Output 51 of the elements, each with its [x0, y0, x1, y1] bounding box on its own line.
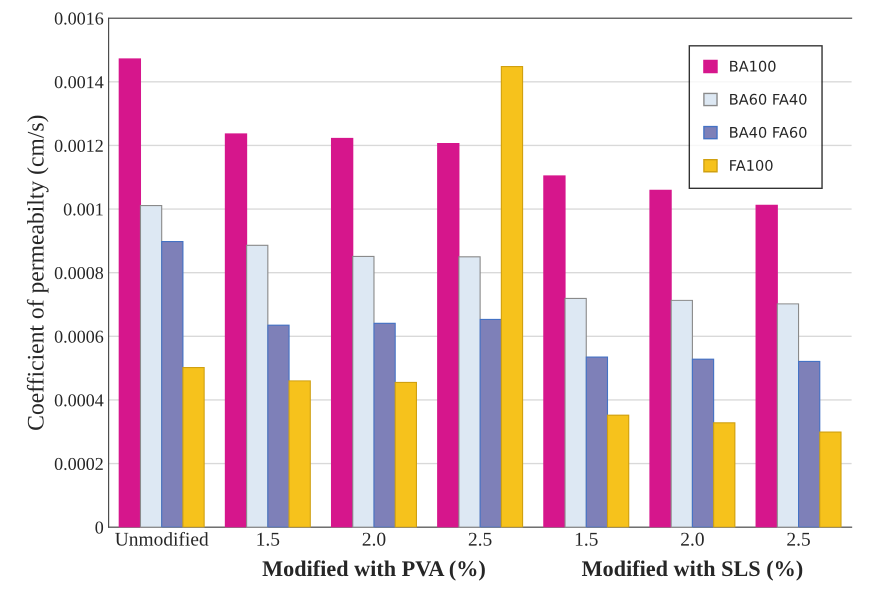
y-tick-label: 0.0004: [54, 394, 104, 406]
x-tick-label: 1.5: [257, 532, 280, 546]
bar: [267, 324, 290, 528]
bar: [480, 318, 502, 528]
x-tick-label: 2.0: [681, 532, 704, 546]
y-tick-label: 0.0002: [54, 458, 103, 470]
bar: [373, 322, 396, 528]
bar: [182, 366, 205, 528]
bar: [543, 175, 566, 528]
y-tick-label: 0.0012: [54, 140, 103, 152]
y-axis-title: Coefficient of permeabilty (cm/s): [26, 116, 49, 430]
x-tick-label: Unmodified: [115, 532, 208, 546]
bar: [458, 256, 481, 528]
x-tick-label: 2.0: [362, 532, 386, 546]
legend-label: BA60 FA40: [730, 94, 806, 105]
bar: [140, 205, 162, 528]
legend-label: FA100: [730, 160, 773, 171]
bar: [819, 432, 842, 528]
bar: [798, 360, 820, 528]
bar: [161, 240, 184, 528]
y-tick-label: 0.0006: [54, 330, 104, 343]
y-tick-label: 0.001: [64, 203, 103, 216]
y-tick-label: 0.0014: [54, 76, 104, 88]
bar: [437, 142, 460, 528]
bar: [394, 382, 417, 528]
x-tick-label: 1.5: [576, 532, 598, 546]
bar: [692, 358, 714, 528]
bar: [246, 244, 268, 528]
legend-label: BA100: [730, 60, 776, 72]
bar: [713, 422, 736, 528]
y-tick-label: 0: [95, 521, 104, 534]
y-tick-label: 0.0016: [54, 12, 104, 25]
bar: [564, 298, 587, 528]
text: Modified with PVA (%): [262, 560, 485, 581]
bar: [606, 414, 630, 528]
bar: [670, 300, 693, 528]
bar: [224, 133, 248, 528]
bar: [500, 66, 524, 528]
y-tick-label: 0.0008: [54, 266, 104, 280]
x-tick-label: 2.5: [787, 532, 810, 546]
x-tick-label: 2.5: [468, 532, 492, 546]
bar: [776, 303, 800, 528]
bar: [352, 256, 375, 528]
bar: [330, 138, 354, 528]
bar: [586, 356, 608, 528]
bar: [756, 204, 778, 528]
text: Modified with SLS (%): [582, 560, 802, 581]
bar: [118, 58, 142, 528]
bar: [649, 190, 672, 528]
bar: [288, 380, 311, 528]
legend-label: BA40 FA60: [730, 126, 806, 138]
